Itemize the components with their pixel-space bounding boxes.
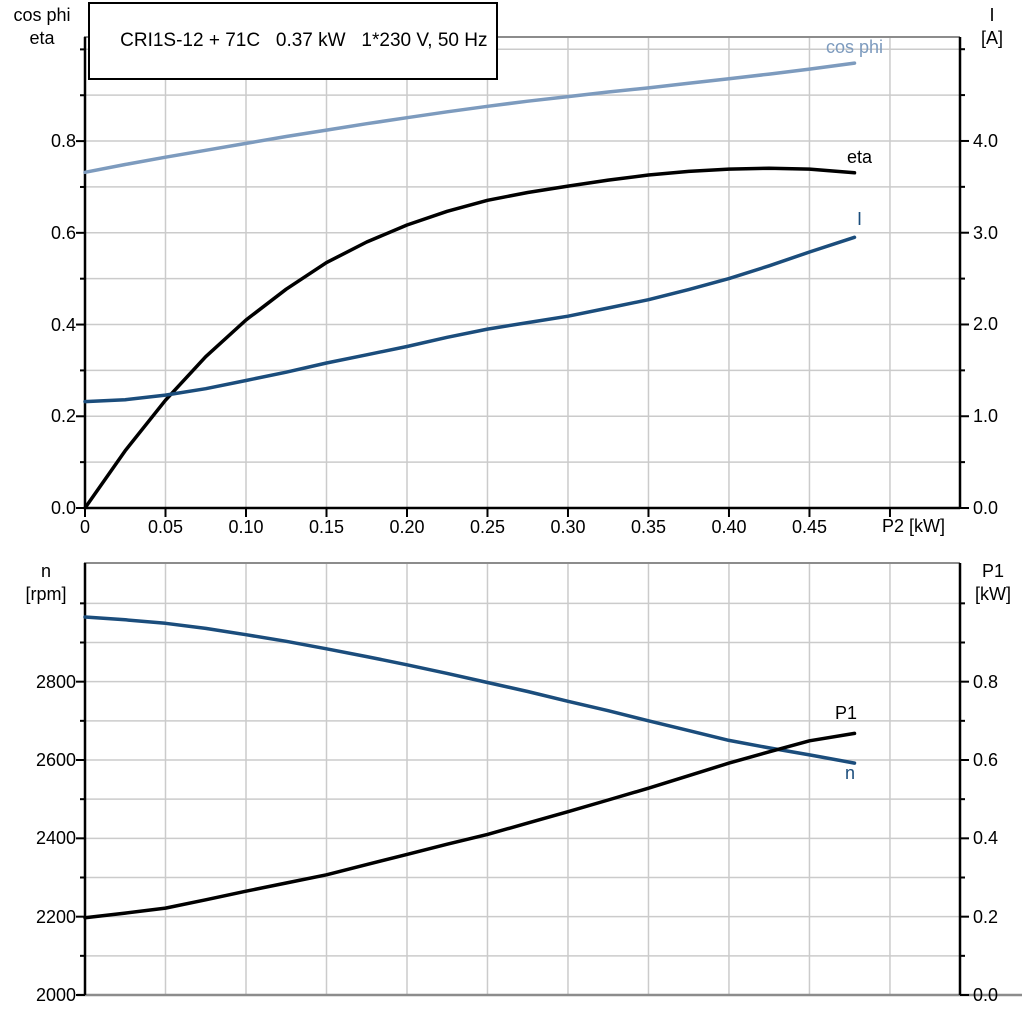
left-axis-header-line1: cos phi [13,5,71,25]
x-axis-tick-label: 0.35 [630,517,666,537]
x-axis-tick-label: 0.40 [711,517,747,537]
right-axis-header-line1: P1 [981,561,1005,581]
x-axis-tick-label: 0.20 [389,517,425,537]
left-axis-tick-label: 2400 [35,828,76,849]
x-axis-tick-label: 0.10 [228,517,264,537]
right-axis-tick-label: 0.8 [973,671,999,692]
x-axis-tick-label: 0.45 [791,517,827,537]
upper-right-axis-header: I [A] [966,4,1018,50]
x-axis-unit-label: P2 [kW] [882,516,946,536]
left-axis-tick-label: 2200 [35,906,76,927]
chart-title-box: CRI1S-12 + 71C 0.37 kW 1*230 V, 50 Hz [88,2,499,80]
speed-curve-label: n [845,763,856,783]
lower-left-axis-header: n [rpm] [6,560,86,606]
eta-curve-label: eta [847,147,873,167]
right-axis-tick-label: 3.0 [973,222,999,243]
x-axis-tick-label: 0.25 [469,517,505,537]
right-axis-tick-label: 0.0 [973,985,999,1005]
cos-phi-curve-label: cos phi [826,37,884,57]
left-axis-header-line2: eta [29,28,55,48]
x-axis-tick-label: 0.30 [550,517,586,537]
right-axis-header-line1: I [989,5,995,25]
left-axis-tick-label: 0.6 [50,222,76,243]
right-axis-header-line2: [kW] [975,584,1011,604]
p1-curve-label: P1 [835,703,858,723]
upper-left-axis-header: cos phi eta [2,4,82,50]
right-axis-tick-label: 4.0 [973,130,999,151]
left-axis-tick-label: 2800 [35,671,76,692]
right-axis-tick-label: 2.0 [973,314,999,335]
right-axis-tick-label: 0.6 [973,750,999,770]
chart-title: CRI1S-12 + 71C 0.37 kW 1*230 V, 50 Hz [120,30,488,51]
left-axis-header-line1: n [40,561,51,581]
right-axis-tick-label: 0.4 [973,828,999,849]
current-curve-label: I [857,209,863,229]
left-axis-tick-label: 0.2 [50,406,76,427]
left-axis-tick-label: 2600 [35,750,76,770]
left-axis-tick-label: 0.0 [50,498,76,518]
left-axis-header-line2: [rpm] [25,584,67,604]
right-axis-tick-label: 1.0 [973,406,999,427]
left-axis-tick-label: 2000 [35,985,76,1005]
right-axis-tick-label: 0.0 [973,498,999,518]
right-axis-tick-label: 0.2 [973,906,999,927]
x-axis-tick-label: 0 [79,517,90,537]
x-axis-tick-label: 0.05 [147,517,183,537]
left-axis-tick-label: 0.8 [50,131,76,152]
x-axis-tick-label: 0.15 [308,517,344,537]
right-axis-header-line2: [A] [980,28,1003,48]
lower-right-axis-header: P1 [kW] [967,560,1019,606]
left-axis-tick-label: 0.4 [50,314,76,335]
